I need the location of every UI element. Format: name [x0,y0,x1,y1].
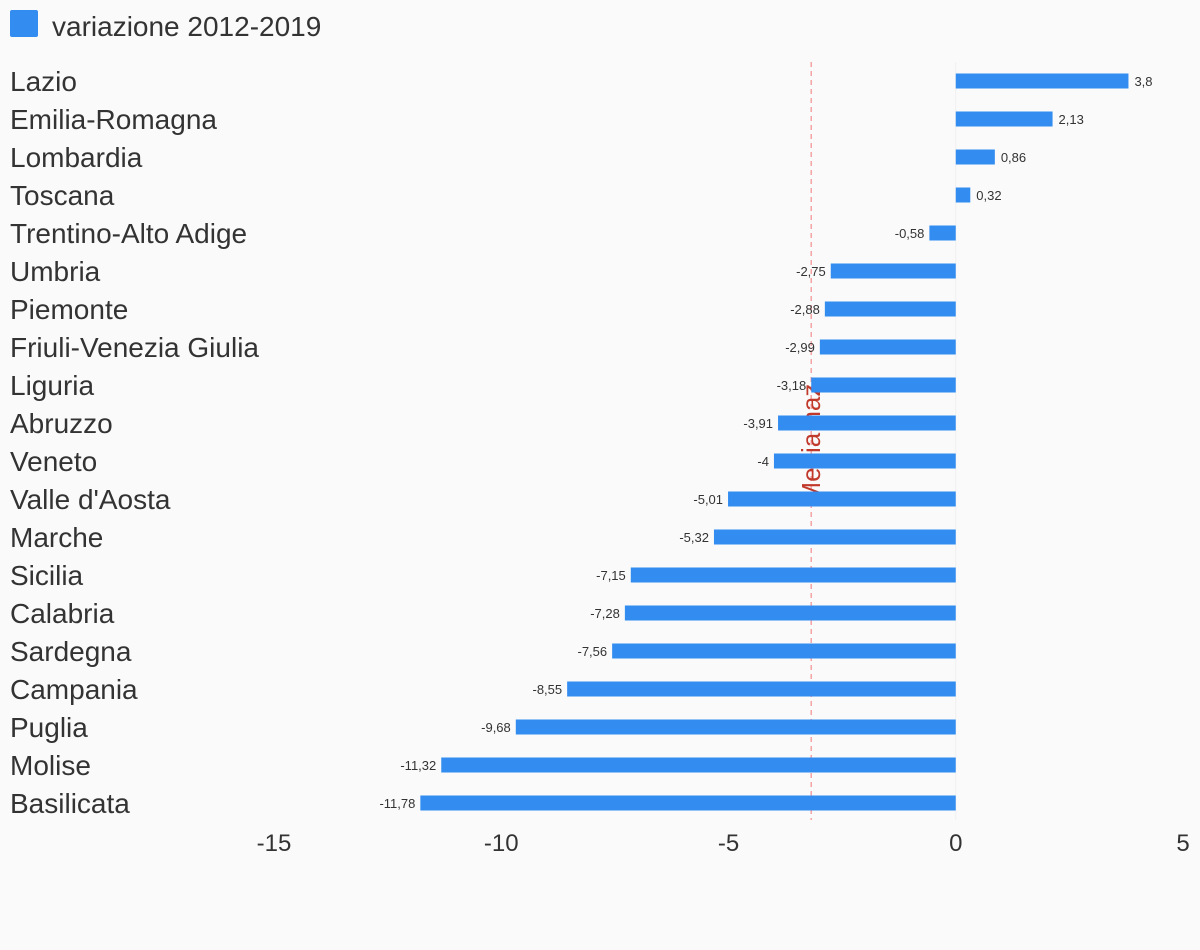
bar [624,605,956,621]
data-label: -7,28 [590,606,620,621]
legend: variazione 2012-2019 [10,10,321,42]
data-label: -2,99 [785,340,815,355]
category-label: Lombardia [10,142,143,173]
bar [773,453,956,469]
data-label: -9,68 [481,720,511,735]
x-tick-label: -5 [718,830,739,857]
bar [811,377,956,393]
reference-line-label: Media naz. [796,376,826,503]
x-tick-label: -15 [257,830,292,857]
x-tick-label: 5 [1176,830,1189,857]
bar [567,681,956,697]
data-label: -2,88 [790,302,820,317]
category-label: Umbria [10,256,101,287]
category-label: Piemonte [10,294,128,325]
data-label: -3,18 [777,378,807,393]
category-label: Toscana [10,180,115,211]
category-label: Trentino-Alto Adige [10,218,247,249]
bar [819,339,956,355]
category-label: Emilia-Romagna [10,104,217,135]
data-label: -2,75 [796,264,826,279]
category-label: Marche [10,522,103,553]
category-label: Liguria [10,370,94,401]
data-label: -11,32 [400,758,436,773]
bar [630,567,956,583]
data-label: 0,86 [1001,150,1026,165]
category-label: Calabria [10,598,115,629]
data-label: -11,78 [379,796,415,811]
category-label: Puglia [10,712,88,743]
category-label: Campania [10,674,138,705]
bar [929,225,956,241]
data-label: 2,13 [1059,112,1084,127]
bar [830,263,956,279]
data-label: 0,32 [976,188,1001,203]
legend-swatch [10,10,38,37]
bar [728,491,956,507]
category-label: Veneto [10,446,97,477]
category-label: Sardegna [10,636,132,667]
data-label: -3,91 [743,416,773,431]
category-label: Abruzzo [10,408,113,439]
bar [515,719,956,735]
category-label: Sicilia [10,560,84,591]
bar [955,187,971,203]
bar [420,795,956,811]
category-label: Molise [10,750,91,781]
data-label: 3,8 [1134,74,1152,89]
category-label: Friuli-Venezia Giulia [10,332,259,363]
bar [778,415,956,431]
bar [713,529,956,545]
bar [955,111,1053,127]
bar [612,643,956,659]
bar [824,301,956,317]
x-tick-label: -10 [484,830,519,857]
data-label: -5,32 [679,530,709,545]
category-label: Lazio [10,66,77,97]
data-label: -7,56 [578,644,608,659]
data-label: -0,58 [895,226,925,241]
category-label: Basilicata [10,788,130,819]
x-tick-label: 0 [949,830,962,857]
data-label: -7,15 [596,568,626,583]
data-label: -5,01 [693,492,723,507]
data-label: -4 [757,454,769,469]
bar [955,149,995,165]
bar [955,73,1129,89]
data-label: -8,55 [533,682,563,697]
legend-label: variazione 2012-2019 [52,11,321,42]
bar [441,757,956,773]
category-label: Valle d'Aosta [10,484,171,515]
